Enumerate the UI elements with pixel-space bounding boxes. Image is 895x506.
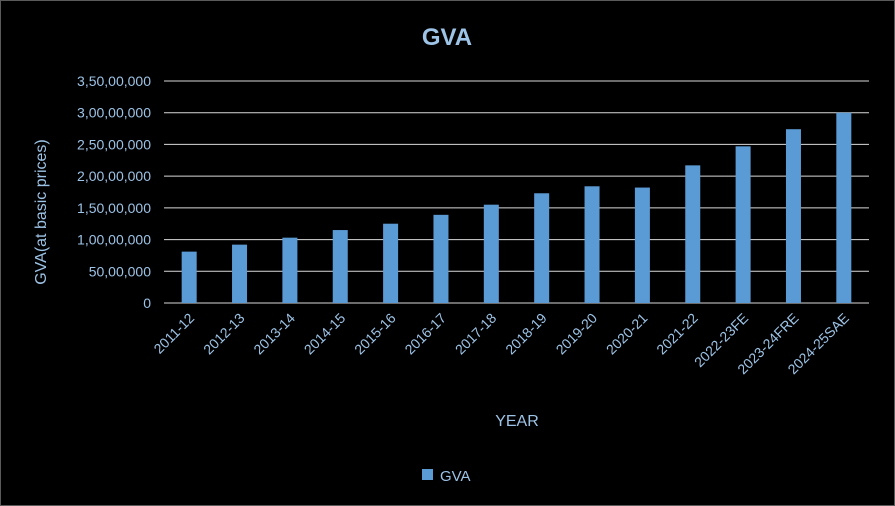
x-tick-label: 2018-19: [502, 310, 550, 358]
bar: [634, 187, 650, 303]
legend: GVA: [422, 468, 471, 485]
y-tick-label: 1,50,00,000: [77, 200, 151, 216]
legend-swatch: [422, 469, 433, 480]
chart-title: GVA: [422, 24, 472, 51]
bar: [534, 193, 550, 303]
bar: [332, 230, 348, 303]
x-tick-label: 2021-22: [653, 310, 701, 358]
bar: [282, 237, 298, 303]
bar: [232, 244, 248, 303]
bar: [383, 223, 399, 303]
y-tick-label: 3,50,00,000: [77, 73, 151, 89]
y-axis-tick-labels: 0 50,00,000 1,00,00,000 1,50,00,000 2,00,00,…: [77, 73, 151, 311]
x-tick-label: 2013-14: [250, 310, 298, 358]
x-tick-label: 2011-12: [150, 310, 197, 357]
x-tick-label: 2014-15: [301, 310, 349, 358]
x-axis-title: YEAR: [495, 413, 539, 430]
bars: [181, 112, 852, 303]
y-axis-title: GVA(at basic prices): [33, 139, 50, 285]
y-tick-label: 2,00,00,000: [77, 168, 151, 184]
x-tick-label: 2020-21: [603, 310, 651, 358]
bar: [433, 214, 449, 303]
y-tick-label: 50,00,000: [89, 263, 151, 279]
x-tick-label: 2019-20: [553, 310, 601, 358]
bar: [785, 129, 801, 303]
y-tick-label: 2,50,00,000: [77, 136, 151, 152]
y-tick-label: 1,00,00,000: [77, 232, 151, 248]
bar: [483, 204, 499, 303]
x-tick-label: 2017-18: [452, 310, 500, 358]
bar: [685, 165, 701, 303]
x-tick-label: 2016-17: [401, 310, 449, 358]
x-tick-label: 2012-13: [200, 310, 248, 358]
legend-label: GVA: [440, 468, 471, 485]
gridlines: [164, 80, 869, 304]
bar: [584, 186, 600, 303]
y-tick-label: 0: [143, 295, 151, 311]
bar: [181, 251, 197, 303]
bar: [735, 146, 751, 303]
x-axis-tick-labels: 2011-12 2012-13 2013-14 2014-15 2015-16 2016-…: [150, 310, 852, 378]
x-tick-label: 2015-16: [351, 310, 399, 358]
bar: [836, 112, 852, 303]
y-tick-label: 3,00,00,000: [77, 105, 151, 121]
